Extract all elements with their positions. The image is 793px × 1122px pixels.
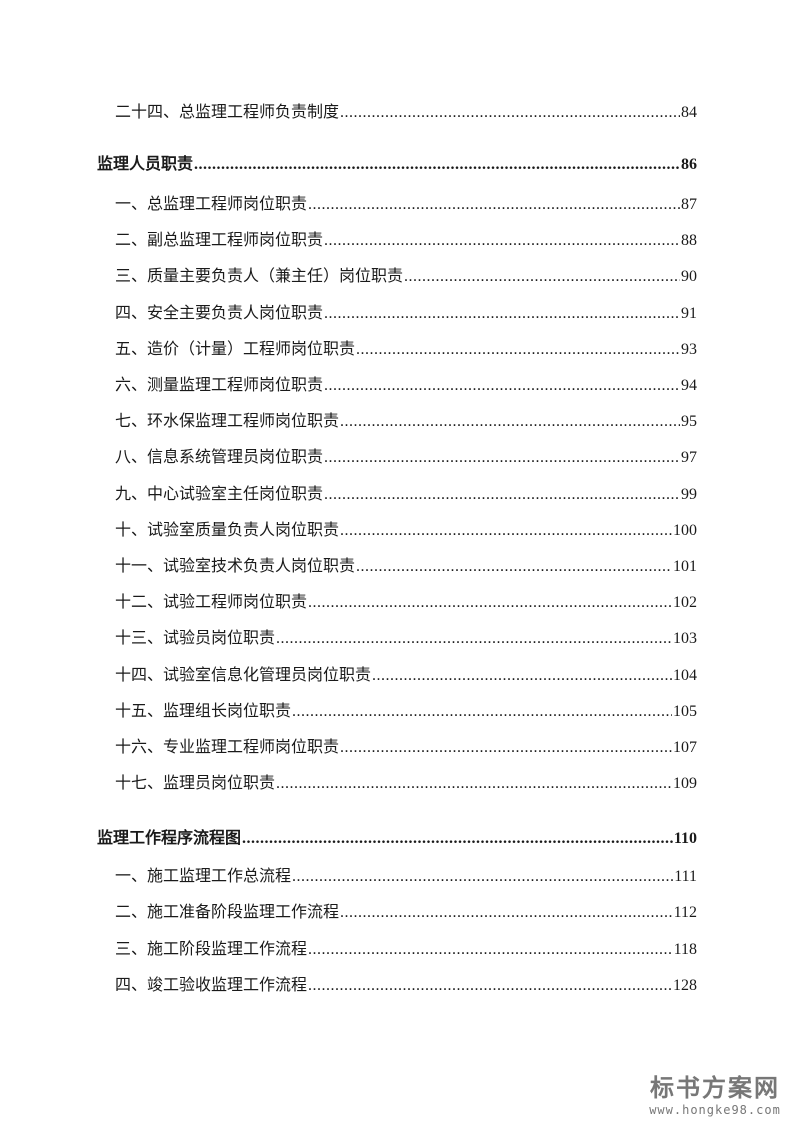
toc-entry-title: 十一、试验室技术负责人岗位职责	[115, 558, 356, 575]
toc-entry[interactable]: 四、安全主要负责人岗位职责 91	[115, 302, 697, 326]
toc-entry-title: 四、竣工验收监理工作流程	[115, 976, 308, 994]
toc-page-number: 95	[681, 413, 697, 431]
toc-page-number: 112	[673, 904, 697, 922]
toc-entry-title: 十六、专业监理工程师岗位职责	[115, 739, 340, 756]
toc-entry[interactable]: 十六、专业监理工程师岗位职责 107	[115, 736, 697, 760]
watermark-url: www.hongke98.com	[649, 1103, 781, 1117]
toc-entry[interactable]: 十、试验室质量负责人岗位职责 100	[115, 519, 697, 543]
toc-entry[interactable]: 一、施工监理工作总流程 111	[115, 865, 697, 889]
toc-entry[interactable]: 十三、试验员岗位职责 103	[115, 627, 697, 651]
watermark-logo: 标书方案网	[650, 1074, 780, 1102]
toc-entry-title: 十、试验室质量负责人岗位职责	[115, 521, 340, 539]
toc-page-number: 105	[673, 702, 697, 720]
toc-entry-title: 九、中心试验室主任岗位职责	[115, 485, 324, 503]
toc-entry-title: 十五、监理组长岗位职责	[115, 702, 292, 720]
toc-page-number: 102	[673, 594, 697, 612]
toc-entry-title: 六、测量监理工程师岗位职责	[115, 377, 324, 394]
toc-entry[interactable]: 十四、试验室信息化管理员岗位职责 104	[115, 664, 697, 688]
toc-entry[interactable]: 五、造价（计量）工程师岗位职责 93	[115, 338, 697, 362]
toc-dot-leader	[340, 519, 672, 543]
toc-entry[interactable]: 六、测量监理工程师岗位职责 94	[115, 374, 697, 398]
toc-page-number: 103	[673, 630, 697, 648]
toc-entry[interactable]: 十五、监理组长岗位职责 105	[115, 700, 697, 724]
toc-page-number: 94	[681, 377, 697, 394]
toc-dot-leader	[340, 410, 680, 434]
toc-dot-leader	[404, 265, 680, 289]
toc-entry[interactable]: 一、总监理工程师岗位职责 87	[115, 193, 697, 217]
toc-section-entry[interactable]: 监理工作程序流程图 110	[97, 827, 697, 851]
toc-page-number: 111	[674, 868, 697, 886]
toc-page-number: 101	[673, 558, 697, 575]
toc-entry-title: 十四、试验室信息化管理员岗位职责	[115, 666, 372, 684]
toc-entry[interactable]: 八、信息系统管理员岗位职责 97	[115, 446, 697, 470]
toc-page-number: 100	[673, 521, 697, 539]
toc-dot-leader	[372, 664, 672, 688]
toc-entry-title: 十三、试验员岗位职责	[115, 630, 276, 648]
toc-entry-title: 八、信息系统管理员岗位职责	[115, 449, 324, 467]
toc-entry[interactable]: 二十四、总监理工程师负责制度 84	[115, 101, 697, 125]
toc-dot-leader	[340, 736, 672, 760]
toc-entry[interactable]: 四、竣工验收监理工作流程 128	[115, 974, 697, 998]
toc-entry[interactable]: 三、施工阶段监理工作流程 118	[115, 938, 697, 962]
toc-entry[interactable]: 二、副总监理工程师岗位职责 88	[115, 229, 697, 253]
toc-page-number: 110	[673, 830, 697, 848]
toc-dot-leader	[276, 627, 672, 651]
toc-dot-leader	[292, 865, 673, 889]
toc-section-entry[interactable]: 监理人员职责 86	[97, 153, 697, 177]
toc-dot-leader	[292, 700, 672, 724]
toc-dot-leader	[356, 555, 672, 579]
toc-page-number: 109	[673, 775, 697, 793]
toc-page-number: 107	[673, 739, 697, 756]
toc-entry-title: 一、施工监理工作总流程	[115, 868, 292, 886]
toc-dot-leader	[324, 446, 680, 470]
toc-entry-title: 二、副总监理工程师岗位职责	[115, 232, 324, 250]
toc-entry-title: 二、施工准备阶段监理工作流程	[115, 904, 340, 922]
toc-dot-leader	[340, 101, 680, 125]
toc-page-number: 86	[681, 156, 697, 173]
toc-entry-title: 三、质量主要负责人（兼主任）岗位职责	[115, 268, 404, 286]
toc-entry-title: 三、施工阶段监理工作流程	[115, 940, 308, 958]
toc-entry-title: 四、安全主要负责人岗位职责	[115, 304, 324, 322]
toc-entry[interactable]: 九、中心试验室主任岗位职责 99	[115, 483, 697, 507]
toc-entry[interactable]: 二、施工准备阶段监理工作流程 112	[115, 901, 697, 925]
toc-page-number: 128	[673, 976, 697, 994]
toc-dot-leader	[194, 153, 680, 177]
toc-entry-title: 监理人员职责	[97, 156, 194, 173]
toc-page-number: 84	[681, 104, 697, 121]
toc-dot-leader	[340, 901, 673, 925]
toc-entry-title: 监理工作程序流程图	[97, 830, 242, 848]
toc-dot-leader	[308, 193, 680, 217]
toc-entry-title: 十七、监理员岗位职责	[115, 775, 276, 793]
toc-entry[interactable]: 十一、试验室技术负责人岗位职责 101	[115, 555, 697, 579]
toc-dot-leader	[276, 772, 672, 796]
toc-entry-title: 十二、试验工程师岗位职责	[115, 594, 308, 612]
toc-dot-leader	[324, 302, 680, 326]
toc-dot-leader	[308, 974, 672, 998]
toc-entry[interactable]: 十二、试验工程师岗位职责 102	[115, 591, 697, 615]
toc-entry-title: 一、总监理工程师岗位职责	[115, 196, 308, 213]
toc-page-number: 118	[673, 940, 697, 958]
toc-dot-leader	[308, 591, 672, 615]
toc-dot-leader	[324, 483, 680, 507]
toc-dot-leader	[242, 827, 673, 851]
toc-page-number: 91	[681, 304, 697, 322]
toc-entry[interactable]: 三、质量主要负责人（兼主任）岗位职责 90	[115, 265, 697, 289]
toc-page-number: 97	[681, 449, 697, 467]
toc-page-number: 87	[681, 196, 697, 213]
toc-dot-leader	[324, 374, 680, 398]
toc-dot-leader	[308, 938, 673, 962]
toc-entry[interactable]: 七、环水保监理工程师岗位职责 95	[115, 410, 697, 434]
toc-entry-title: 七、环水保监理工程师岗位职责	[115, 413, 340, 431]
toc-entry-title: 五、造价（计量）工程师岗位职责	[115, 340, 356, 358]
toc-page-number: 90	[681, 268, 697, 286]
watermark: 标书方案网 www.hongke98.com	[640, 1068, 790, 1117]
toc-page-number: 93	[681, 340, 697, 358]
toc-entry[interactable]: 十七、监理员岗位职责 109	[115, 772, 697, 796]
toc-dot-leader	[356, 338, 680, 362]
toc-page-number: 88	[681, 232, 697, 250]
toc-page-number: 99	[681, 485, 697, 503]
toc-entry-title: 二十四、总监理工程师负责制度	[115, 104, 340, 121]
toc-page-number: 104	[673, 666, 697, 684]
toc-dot-leader	[324, 229, 680, 253]
